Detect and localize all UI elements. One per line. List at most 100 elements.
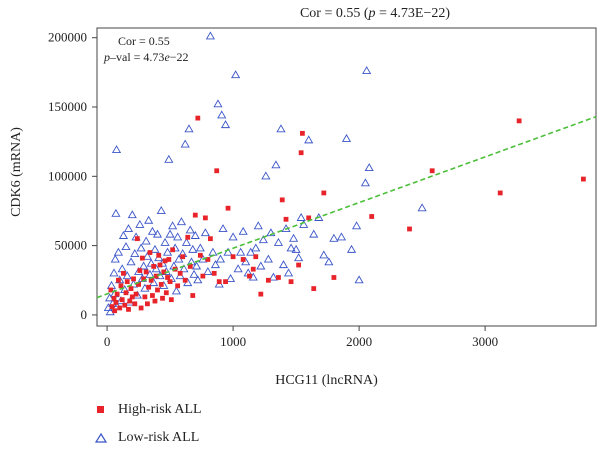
- plot-frame: [96, 27, 597, 327]
- series-low-risk: [103, 31, 427, 316]
- high-risk-point: [369, 214, 375, 219]
- high-risk-point: [121, 270, 126, 276]
- low-risk-point: [144, 215, 154, 224]
- high-risk-point: [265, 277, 271, 283]
- high-risk-point: [119, 297, 125, 303]
- high-risk-point: [182, 277, 188, 283]
- high-risk-point: [283, 216, 289, 222]
- low-risk-point: [156, 206, 166, 215]
- low-risk-point: [160, 237, 170, 246]
- low-risk-point: [251, 243, 261, 252]
- high-risk-point: [200, 273, 206, 279]
- high-risk-point: [177, 270, 183, 276]
- low-risk-point: [417, 203, 427, 212]
- low-risk-point: [205, 31, 215, 40]
- high-risk-point: [117, 305, 123, 311]
- low-risk-point: [360, 178, 370, 187]
- high-risk-point: [279, 197, 285, 203]
- low-risk-point: [294, 253, 304, 262]
- high-risk-point: [148, 277, 154, 283]
- low-risk-point: [135, 219, 145, 228]
- low-risk-point: [150, 244, 160, 253]
- low-risk-point: [354, 275, 364, 284]
- correlation-annotation: Cor = 0.55 p–val = 4.73e−22: [103, 34, 189, 64]
- high-risk-point: [250, 266, 256, 272]
- low-risk-point: [146, 258, 156, 267]
- high-risk-point: [161, 269, 167, 275]
- high-risk-point: [111, 295, 117, 301]
- low-risk-point: [263, 254, 273, 263]
- high-risk-point: [311, 286, 317, 291]
- high-risk-point: [230, 254, 236, 260]
- high-risk-point: [247, 273, 252, 279]
- low-risk-point: [173, 232, 183, 241]
- high-risk-point: [147, 250, 153, 255]
- high-risk-point: [163, 290, 169, 296]
- high-risk-point: [156, 252, 162, 258]
- high-risk-point: [128, 286, 134, 291]
- low-risk-point: [329, 233, 339, 242]
- low-risk-point: [258, 235, 268, 244]
- high-risk-point: [137, 268, 143, 273]
- low-risk-point: [261, 171, 271, 180]
- low-risk-point: [123, 224, 134, 233]
- low-risk-point: [185, 225, 195, 234]
- low-risk-point: [110, 254, 120, 263]
- legend-label-high-risk: High-risk ALL: [118, 402, 202, 417]
- low-risk-point: [111, 145, 122, 154]
- high-risk-point: [580, 176, 586, 182]
- low-risk-point: [127, 210, 137, 219]
- low-risk-point: [136, 243, 146, 252]
- high-risk-point: [187, 264, 193, 269]
- low-risk-point: [225, 273, 236, 282]
- low-risk-point: [111, 208, 121, 217]
- low-risk-point: [171, 286, 181, 295]
- low-risk-point: [346, 244, 357, 253]
- high-risk-point: [168, 297, 174, 303]
- high-risk-point: [155, 287, 160, 293]
- low-risk-point: [126, 257, 136, 266]
- low-risk-point: [168, 221, 178, 230]
- high-risk-point: [299, 130, 305, 136]
- high-risk-point: [276, 275, 281, 280]
- low-risk-point: [273, 237, 284, 246]
- high-risk-point: [122, 302, 128, 308]
- high-risk-point: [113, 300, 119, 305]
- annotation-cor: Cor = 0.55: [118, 34, 170, 48]
- high-risk-point: [133, 291, 139, 297]
- low-risk-point: [162, 247, 173, 256]
- x-tick-label: 2000: [346, 334, 372, 349]
- high-risk-point: [142, 294, 148, 300]
- x-tick-label: 3000: [472, 334, 498, 349]
- high-risk-point: [112, 308, 118, 314]
- low-risk-point: [213, 99, 223, 108]
- low-risk-point: [117, 264, 127, 273]
- high-risk-point: [123, 290, 129, 296]
- low-risk-point: [179, 264, 189, 273]
- low-risk-point: [106, 280, 117, 289]
- high-risk-point: [516, 118, 522, 124]
- high-risk-point: [124, 279, 130, 285]
- low-risk-point: [141, 236, 151, 245]
- low-risk-point: [130, 249, 140, 257]
- low-risk-point: [283, 268, 294, 277]
- low-risk-point: [121, 242, 131, 251]
- high-risk-point: [211, 270, 217, 276]
- high-risk-point: [136, 282, 141, 287]
- high-risk-point: [223, 279, 228, 285]
- low-risk-point: [200, 228, 210, 237]
- high-risk-point: [132, 301, 138, 307]
- triangle-marker-icon: [92, 431, 110, 445]
- low-risk-point: [220, 120, 231, 129]
- high-risk-point: [190, 293, 196, 298]
- legend-label-low-risk: Low-risk ALL: [118, 430, 200, 445]
- high-risk-point: [152, 298, 158, 304]
- low-risk-point: [309, 229, 319, 238]
- low-risk-point: [304, 135, 314, 144]
- high-risk-point: [205, 257, 211, 262]
- high-risk-point: [146, 284, 152, 290]
- low-risk-point: [266, 228, 276, 237]
- low-risk-point: [165, 229, 175, 238]
- high-risk-point: [139, 255, 145, 261]
- low-risk-point: [296, 212, 306, 221]
